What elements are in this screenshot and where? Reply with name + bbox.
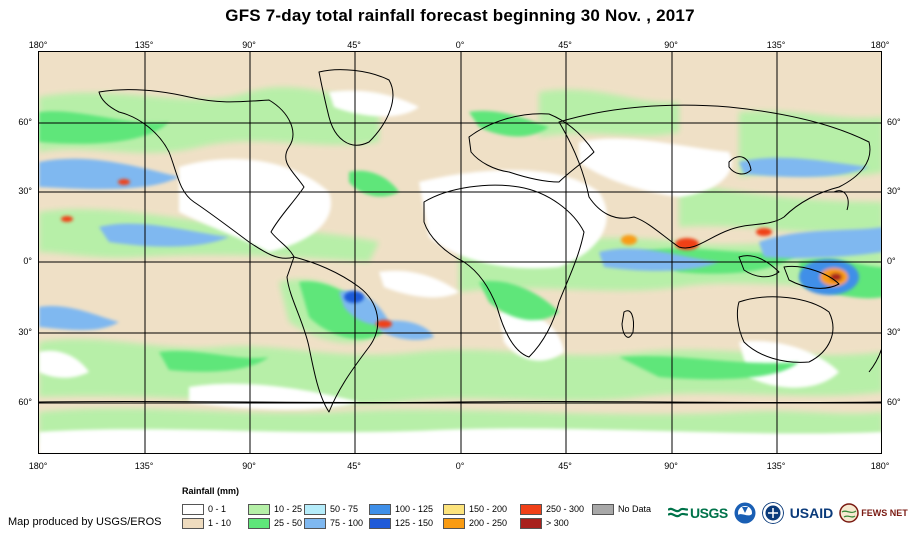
legend-item: 10 - 25 bbox=[248, 503, 302, 515]
legend-item: No Data bbox=[592, 503, 651, 515]
lat-tick-left: 60° bbox=[18, 117, 32, 127]
usgs-logo: USGS bbox=[668, 505, 728, 521]
fews-net-logo: FEWS NET bbox=[839, 503, 908, 523]
sponsor-logos: USGS USAID FEWS NET bbox=[668, 498, 908, 528]
legend-item: 200 - 250 bbox=[443, 517, 507, 529]
legend-label: 250 - 300 bbox=[546, 504, 585, 514]
legend-swatch bbox=[520, 517, 542, 529]
legend-label: 1 - 10 bbox=[208, 518, 232, 528]
legend-item: 75 - 100 bbox=[304, 517, 363, 529]
lat-tick-right: 30° bbox=[887, 186, 901, 196]
legend-label: 75 - 100 bbox=[330, 518, 364, 528]
lon-tick-bottom: 90° bbox=[664, 461, 678, 471]
legend-swatch bbox=[182, 503, 204, 515]
lat-tick-left: 30° bbox=[18, 186, 32, 196]
legend-label: 25 - 50 bbox=[274, 518, 303, 528]
legend-swatch bbox=[592, 503, 614, 515]
legend-swatch bbox=[443, 503, 465, 515]
lon-tick-bottom: 180° bbox=[870, 461, 890, 471]
legend-label: 0 - 1 bbox=[208, 504, 227, 514]
lon-tick-top: 90° bbox=[242, 40, 256, 50]
map-title: GFS 7-day total rainfall forecast beginn… bbox=[225, 6, 695, 25]
legend-item: 100 - 125 bbox=[369, 503, 433, 515]
usgs-wave-icon bbox=[668, 507, 688, 518]
legend-item: 125 - 150 bbox=[369, 517, 433, 529]
lon-tick-top: 90° bbox=[664, 40, 678, 50]
legend-swatch bbox=[248, 517, 270, 529]
legend-swatch bbox=[369, 503, 391, 515]
rainfall-map-graphic bbox=[39, 52, 881, 453]
legend-label: 10 - 25 bbox=[274, 504, 303, 514]
lon-tick-bottom: 0° bbox=[455, 461, 465, 471]
lon-tick-top: 180° bbox=[28, 40, 48, 50]
lon-tick-bottom: 45° bbox=[558, 461, 572, 471]
legend-label: 150 - 200 bbox=[469, 504, 508, 514]
legend-item: 150 - 200 bbox=[443, 503, 507, 515]
lon-tick-top: 135° bbox=[766, 40, 786, 50]
noaa-seal-icon bbox=[734, 502, 756, 524]
legend-swatch bbox=[369, 517, 391, 529]
usgs-wordmark: USGS bbox=[690, 505, 728, 521]
legend-item: 25 - 50 bbox=[248, 517, 302, 529]
lon-tick-top: 135° bbox=[134, 40, 154, 50]
lat-tick-right: 0° bbox=[887, 256, 896, 266]
legend-item: > 300 bbox=[520, 517, 569, 529]
legend-label: 50 - 75 bbox=[330, 504, 359, 514]
legend-label: No Data bbox=[618, 504, 652, 514]
legend-label: 125 - 150 bbox=[395, 518, 434, 528]
legend-swatch bbox=[304, 503, 326, 515]
fews-net-globe-icon bbox=[839, 503, 859, 523]
legend-swatch bbox=[443, 517, 465, 529]
lat-tick-left: 0° bbox=[23, 256, 32, 266]
rainfall-map bbox=[38, 51, 882, 454]
legend-label: 200 - 250 bbox=[469, 518, 508, 528]
legend-swatch bbox=[304, 517, 326, 529]
legend-title: Rainfall (mm) bbox=[182, 486, 240, 496]
lat-tick-right: 60° bbox=[887, 117, 901, 127]
lon-tick-top: 45° bbox=[558, 40, 572, 50]
usaid-wordmark: USAID bbox=[789, 505, 834, 521]
legend-item: 1 - 10 bbox=[182, 517, 231, 529]
lat-tick-right: 60° bbox=[887, 397, 901, 407]
lon-tick-bottom: 135° bbox=[134, 461, 154, 471]
lat-tick-left: 30° bbox=[18, 327, 32, 337]
credit-text: Map produced by USGS/EROS bbox=[8, 516, 162, 528]
legend-item: 250 - 300 bbox=[520, 503, 584, 515]
lon-tick-top: 45° bbox=[347, 40, 361, 50]
legend-swatch bbox=[248, 503, 270, 515]
usaid-logo: USAID bbox=[790, 505, 834, 521]
lon-tick-top: 180° bbox=[870, 40, 890, 50]
legend-swatch bbox=[182, 517, 204, 529]
fews-net-wordmark: FEWS NET bbox=[861, 508, 908, 518]
legend-item: 0 - 1 bbox=[182, 503, 226, 515]
legend-item: 50 - 75 bbox=[304, 503, 358, 515]
lon-tick-top: 0° bbox=[455, 40, 465, 50]
lat-tick-right: 30° bbox=[887, 327, 901, 337]
lat-tick-left: 60° bbox=[18, 397, 32, 407]
usaid-seal-icon bbox=[761, 502, 784, 524]
legend-label: > 300 bbox=[546, 518, 569, 528]
lon-tick-bottom: 90° bbox=[242, 461, 256, 471]
lon-tick-bottom: 135° bbox=[766, 461, 786, 471]
legend-label: 100 - 125 bbox=[395, 504, 434, 514]
lon-tick-bottom: 45° bbox=[347, 461, 361, 471]
lon-tick-bottom: 180° bbox=[28, 461, 48, 471]
legend-swatch bbox=[520, 503, 542, 515]
